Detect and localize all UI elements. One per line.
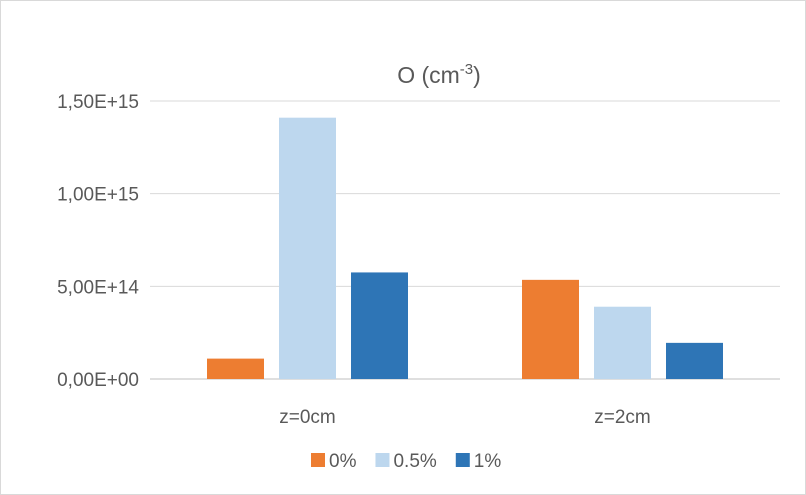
x-tick-label: z=2cm bbox=[594, 407, 651, 428]
bar bbox=[279, 117, 336, 380]
bar bbox=[666, 342, 723, 379]
y-tick-label: 5,00E+14 bbox=[57, 277, 139, 298]
chart-title-suffix: ) bbox=[473, 62, 481, 88]
legend-label: 0% bbox=[329, 451, 357, 472]
y-tick-label: 1,50E+15 bbox=[57, 92, 139, 113]
y-axis-tick-labels: 0,00E+00 5,00E+14 1,00E+15 1,50E+15 bbox=[57, 92, 139, 391]
gridlines bbox=[150, 100, 780, 380]
legend-label: 0.5% bbox=[393, 451, 436, 472]
legend-swatch bbox=[455, 453, 470, 467]
bar bbox=[207, 358, 264, 379]
y-tick-label: 0,00E+00 bbox=[57, 370, 139, 391]
x-tick-label: z=0cm bbox=[279, 407, 336, 428]
legend-swatch bbox=[311, 453, 325, 467]
bar bbox=[351, 272, 408, 379]
bars bbox=[207, 117, 723, 380]
x-axis-tick-labels: z=0cm z=2cm bbox=[279, 407, 651, 428]
bar bbox=[522, 279, 579, 379]
bar bbox=[594, 306, 651, 379]
legend-label: 1% bbox=[474, 451, 502, 472]
chart-title: O (cm-3) bbox=[397, 61, 481, 88]
legend: 0% 0.5% 1% bbox=[311, 451, 501, 472]
chart-title-superscript: -3 bbox=[460, 61, 473, 78]
legend-swatch bbox=[375, 453, 390, 467]
y-tick-label: 1,00E+15 bbox=[57, 185, 139, 206]
chart-title-main: O (cm bbox=[397, 62, 460, 88]
